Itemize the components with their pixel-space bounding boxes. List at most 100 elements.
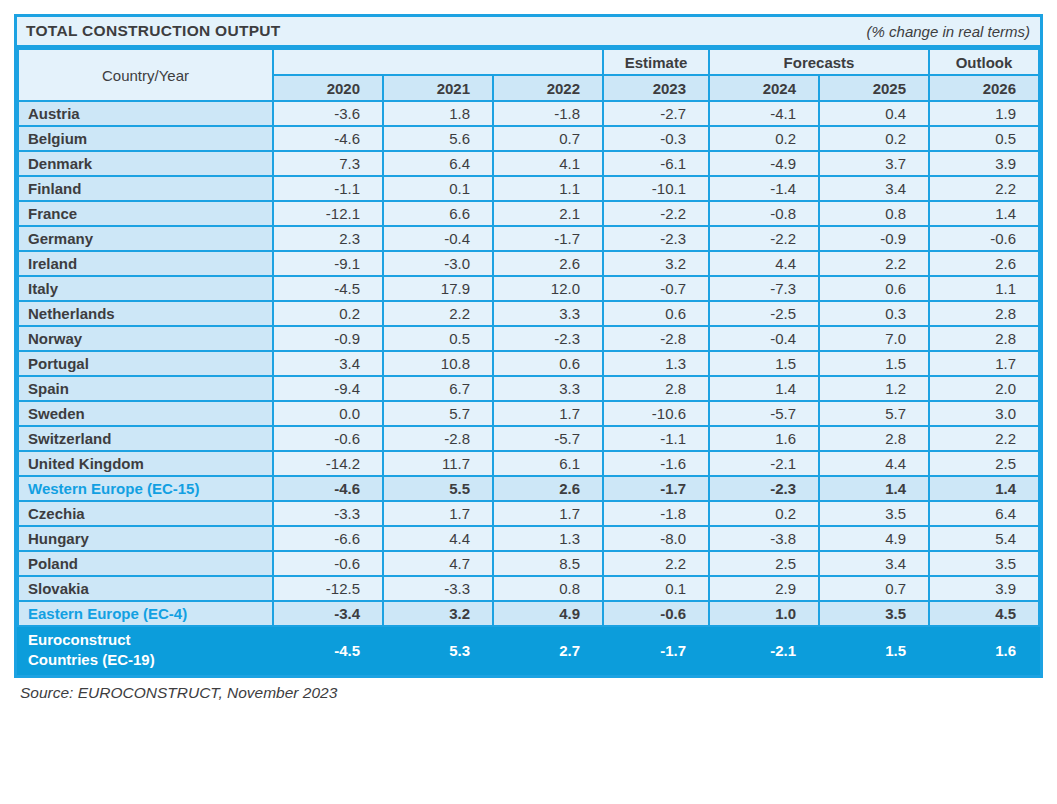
value-cell: -5.7 xyxy=(493,426,603,451)
row-label: Switzerland xyxy=(18,426,273,451)
value-cell: -6.6 xyxy=(273,526,383,551)
table-title-bar: TOTAL CONSTRUCTION OUTPUT (% change in r… xyxy=(17,17,1040,48)
value-cell: -0.6 xyxy=(929,226,1039,251)
table-row: Belgium-4.65.60.7-0.30.20.20.5 xyxy=(18,126,1039,151)
value-cell: -0.6 xyxy=(603,601,709,626)
header-estimate: Estimate xyxy=(603,49,709,75)
value-cell: 1.5 xyxy=(819,626,929,674)
value-cell: 3.7 xyxy=(819,151,929,176)
value-cell: 5.5 xyxy=(383,476,493,501)
table-row: France-12.16.62.1-2.2-0.80.81.4 xyxy=(18,201,1039,226)
value-cell: 1.1 xyxy=(929,276,1039,301)
value-cell: 2.8 xyxy=(929,326,1039,351)
value-cell: 4.9 xyxy=(819,526,929,551)
value-cell: -0.9 xyxy=(273,326,383,351)
value-cell: 0.1 xyxy=(603,576,709,601)
value-cell: 3.9 xyxy=(929,151,1039,176)
row-label: France xyxy=(18,201,273,226)
row-label: Germany xyxy=(18,226,273,251)
row-label: Austria xyxy=(18,101,273,126)
value-cell: -1.8 xyxy=(493,101,603,126)
value-cell: 1.6 xyxy=(709,426,819,451)
year-header-2026: 2026 xyxy=(929,75,1039,101)
header-group-row: Country/Year Estimate Forecasts Outlook xyxy=(18,49,1039,75)
value-cell: -1.7 xyxy=(603,626,709,674)
value-cell: 1.4 xyxy=(929,201,1039,226)
row-label: Eastern Europe (EC-4) xyxy=(18,601,273,626)
row-label: Belgium xyxy=(18,126,273,151)
value-cell: 0.4 xyxy=(819,101,929,126)
table-row: Switzerland-0.6-2.8-5.7-1.11.62.82.2 xyxy=(18,426,1039,451)
table-row: Italy-4.517.912.0-0.7-7.30.61.1 xyxy=(18,276,1039,301)
value-cell: 0.0 xyxy=(273,401,383,426)
value-cell: 7.3 xyxy=(273,151,383,176)
value-cell: 2.6 xyxy=(493,251,603,276)
row-label: Hungary xyxy=(18,526,273,551)
value-cell: -0.6 xyxy=(273,426,383,451)
value-cell: 3.9 xyxy=(929,576,1039,601)
value-cell: -4.6 xyxy=(273,476,383,501)
value-cell: 0.7 xyxy=(819,576,929,601)
value-cell: -7.3 xyxy=(709,276,819,301)
value-cell: 1.5 xyxy=(709,351,819,376)
row-label: Sweden xyxy=(18,401,273,426)
value-cell: 6.1 xyxy=(493,451,603,476)
table-row: Portugal3.410.80.61.31.51.51.7 xyxy=(18,351,1039,376)
value-cell: 3.3 xyxy=(493,301,603,326)
value-cell: -1.8 xyxy=(603,501,709,526)
year-header-2025: 2025 xyxy=(819,75,929,101)
value-cell: 2.2 xyxy=(929,426,1039,451)
table-row: Ireland-9.1-3.02.63.24.42.22.6 xyxy=(18,251,1039,276)
value-cell: -1.7 xyxy=(603,476,709,501)
value-cell: 3.2 xyxy=(383,601,493,626)
value-cell: -4.5 xyxy=(273,276,383,301)
table-row: Denmark7.36.44.1-6.1-4.93.73.9 xyxy=(18,151,1039,176)
value-cell: 0.5 xyxy=(383,326,493,351)
value-cell: -2.1 xyxy=(709,451,819,476)
value-cell: 17.9 xyxy=(383,276,493,301)
value-cell: -0.9 xyxy=(819,226,929,251)
value-cell: -1.1 xyxy=(603,426,709,451)
value-cell: 2.3 xyxy=(273,226,383,251)
value-cell: 2.2 xyxy=(603,551,709,576)
value-cell: 2.5 xyxy=(709,551,819,576)
value-cell: 1.4 xyxy=(819,476,929,501)
year-header-2021: 2021 xyxy=(383,75,493,101)
value-cell: -2.5 xyxy=(709,301,819,326)
value-cell: 10.8 xyxy=(383,351,493,376)
table-row: Eastern Europe (EC-4)-3.43.24.9-0.61.03.… xyxy=(18,601,1039,626)
table-row: Germany2.3-0.4-1.7-2.3-2.2-0.9-0.6 xyxy=(18,226,1039,251)
value-cell: -2.2 xyxy=(709,226,819,251)
source-note: Source: EUROCONSTRUCT, November 2023 xyxy=(20,684,1043,702)
value-cell: 1.1 xyxy=(493,176,603,201)
value-cell: 5.7 xyxy=(819,401,929,426)
row-label: Italy xyxy=(18,276,273,301)
value-cell: 5.3 xyxy=(383,626,493,674)
table-row: Finland-1.10.11.1-10.1-1.43.42.2 xyxy=(18,176,1039,201)
report-page: TOTAL CONSTRUCTION OUTPUT (% change in r… xyxy=(0,0,1057,804)
value-cell: 1.0 xyxy=(709,601,819,626)
row-label: United Kingdom xyxy=(18,451,273,476)
value-cell: 3.2 xyxy=(603,251,709,276)
value-cell: -2.1 xyxy=(709,626,819,674)
value-cell: -4.6 xyxy=(273,126,383,151)
value-cell: 4.4 xyxy=(383,526,493,551)
value-cell: -6.1 xyxy=(603,151,709,176)
year-header-2024: 2024 xyxy=(709,75,819,101)
year-header-2022: 2022 xyxy=(493,75,603,101)
year-header-2020: 2020 xyxy=(273,75,383,101)
value-cell: -2.8 xyxy=(603,326,709,351)
value-cell: 1.7 xyxy=(493,401,603,426)
value-cell: 1.6 xyxy=(929,626,1039,674)
value-cell: -2.7 xyxy=(603,101,709,126)
value-cell: 2.7 xyxy=(493,626,603,674)
value-cell: 0.7 xyxy=(493,126,603,151)
row-label: Netherlands xyxy=(18,301,273,326)
value-cell: 0.6 xyxy=(819,276,929,301)
value-cell: -2.3 xyxy=(709,476,819,501)
table-header: Country/Year Estimate Forecasts Outlook … xyxy=(18,49,1039,101)
value-cell: 0.3 xyxy=(819,301,929,326)
value-cell: 0.2 xyxy=(709,126,819,151)
row-label: Slovakia xyxy=(18,576,273,601)
table-row: United Kingdom-14.211.76.1-1.6-2.14.42.5 xyxy=(18,451,1039,476)
